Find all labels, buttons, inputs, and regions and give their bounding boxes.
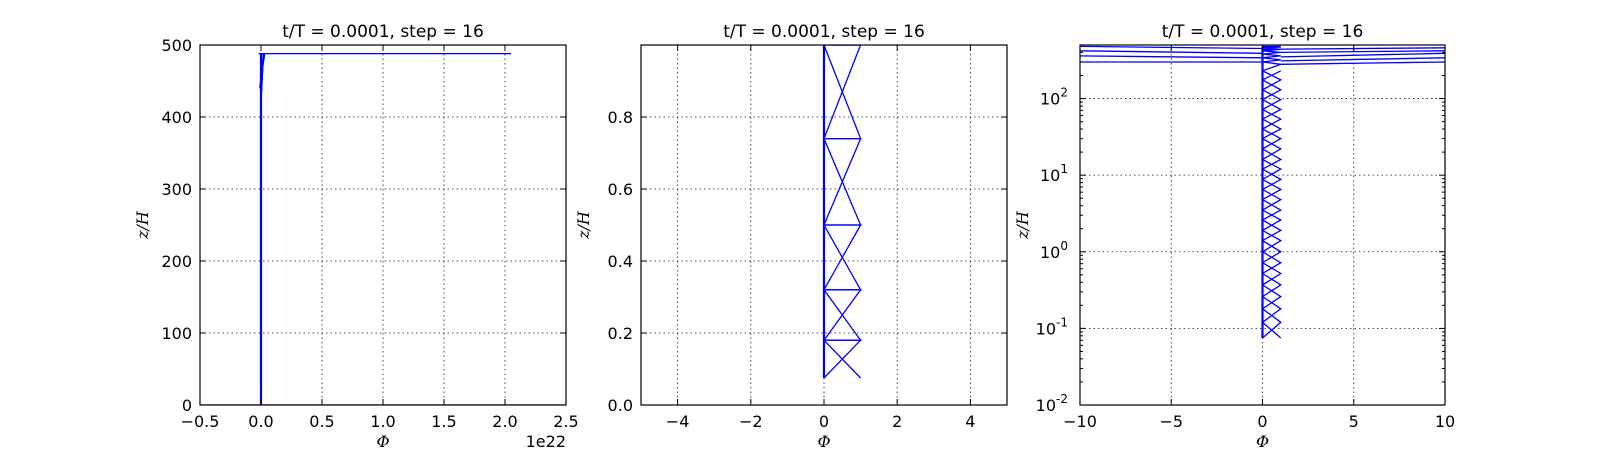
x-axis-label: Φ — [1256, 432, 1269, 450]
x-axis-label: Φ — [376, 432, 389, 450]
x-tick-label: 0 — [1257, 412, 1267, 431]
series-line-10 — [1280, 52, 1445, 58]
x-tick-label: 1.5 — [431, 412, 456, 431]
series-line-5 — [1080, 55, 1263, 59]
x-tick-label: −5 — [1159, 412, 1183, 431]
x-tick-label: −2 — [739, 412, 763, 431]
x-tick-label: 4 — [965, 412, 975, 431]
y-tick-label: 0.6 — [608, 180, 633, 199]
x-tick-label: 0.0 — [248, 412, 273, 431]
y-tick-label: 0.8 — [608, 108, 633, 127]
chart-panel-2: −4 −2 0 2 4 0.0 0.2 0.4 0.6 0.8 t/T = 0.0001, step… — [574, 22, 1008, 450]
y-tick-label: 500 — [161, 36, 192, 55]
series-line-9 — [1280, 57, 1445, 62]
series-line-11 — [1280, 50, 1445, 54]
y-tick-label: 0.0 — [608, 396, 633, 415]
y-tick-label-base: 10 — [1036, 396, 1056, 415]
x-offset-label: 1e22 — [526, 432, 566, 450]
x-tick-label: −10 — [1063, 412, 1097, 431]
y-axis-label: z/H — [1013, 210, 1032, 240]
x-tick-label: 1.0 — [370, 412, 395, 431]
y-axis-label: z/H — [574, 210, 593, 240]
x-tick-label: 2.0 — [492, 412, 517, 431]
chart-title: t/T = 0.0001, step = 16 — [282, 22, 484, 42]
y-tick-label: 10-2 — [1036, 392, 1068, 415]
chart-panel-1: −0.5 0.0 0.5 1.0 1.5 2.0 2.5 0 100 200 300 400 500 t/… — [133, 22, 579, 450]
y-tick-label-exponent: 1 — [1060, 162, 1068, 176]
x-tick-label: 10 — [1435, 412, 1455, 431]
series-line-6 — [1080, 50, 1263, 54]
y-axis-label: z/H — [133, 210, 152, 240]
series-group — [822, 45, 863, 379]
x-tick-label: 2.5 — [553, 412, 578, 431]
series-group — [200, 52, 566, 405]
chart-title: t/T = 0.0001, step = 16 — [1162, 22, 1364, 42]
x-axis-label: Φ — [817, 432, 830, 450]
y-tick-label: 0.4 — [608, 252, 633, 271]
y-tick-label: 100 — [161, 324, 192, 343]
x-tick-label: 0 — [819, 412, 829, 431]
y-tick-label: 101 — [1040, 162, 1068, 185]
y-tick-label: 300 — [161, 180, 192, 199]
x-tick-label: 5 — [1349, 412, 1359, 431]
x-tick-label: 0.5 — [309, 412, 334, 431]
series-line-3 — [1261, 70, 1283, 339]
y-tick-label: 102 — [1040, 86, 1068, 109]
x-tick-label: 2 — [892, 412, 902, 431]
y-tick-label: 200 — [161, 252, 192, 271]
x-tick-label: −4 — [666, 412, 690, 431]
y-tick-label: 100 — [1040, 239, 1068, 262]
chart-title: t/T = 0.0001, step = 16 — [723, 22, 925, 42]
y-tick-label: 400 — [161, 108, 192, 127]
y-tick-label: 10-1 — [1036, 315, 1068, 338]
y-tick-label-exponent: 0 — [1060, 239, 1068, 253]
y-tick-label-base: 10 — [1036, 319, 1056, 338]
y-tick-label-base: 10 — [1040, 166, 1060, 185]
y-tick-label-base: 10 — [1040, 90, 1060, 109]
y-tick-label: 0.2 — [608, 324, 633, 343]
y-tick-label-exponent: -1 — [1056, 315, 1068, 329]
y-tick-label: 0 — [182, 396, 192, 415]
y-tick-label-exponent: -2 — [1056, 392, 1068, 406]
x-tick-label: −0.5 — [181, 412, 220, 431]
series-line-8 — [1280, 61, 1445, 65]
y-tick-label-base: 10 — [1040, 243, 1060, 262]
series-line-3 — [258, 52, 266, 103]
series-line-3 — [822, 45, 863, 379]
y-tick-label-exponent: 2 — [1060, 86, 1068, 100]
